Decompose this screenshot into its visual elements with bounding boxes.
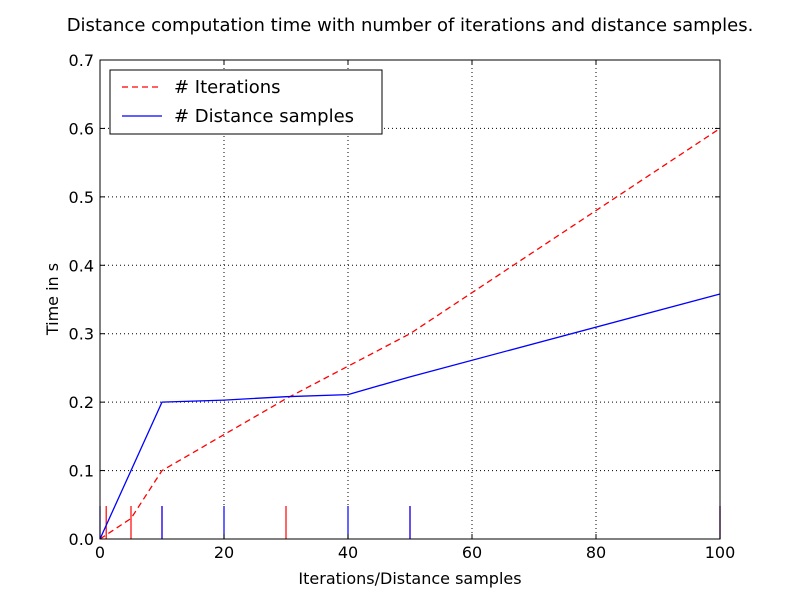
series-lines [99, 127, 721, 540]
series-line-iterations [99, 127, 721, 540]
axis-ticks: 0 20 40 60 80 100 0.0 0.1 0.2 0.3 0.4 0.5 0.6 0.7 [69, 51, 736, 562]
y-tick-label: 0.3 [69, 325, 94, 344]
y-tick-label: 0.4 [69, 256, 94, 275]
y-tick-label: 0.5 [69, 188, 94, 207]
legend-label: # Iterations [174, 77, 281, 98]
y-tick-label: 0.2 [69, 393, 94, 412]
x-axis-label: Iterations/Distance samples [298, 569, 521, 588]
chart-title: Distance computation time with number of… [67, 15, 754, 36]
legend: # Iterations # Distance samples [109, 69, 383, 135]
y-tick-label: 0.6 [69, 119, 94, 138]
plot-frame [99, 59, 721, 540]
y-tick-label: 0.1 [69, 462, 94, 481]
series-line-distance-samples [99, 293, 721, 540]
y-tick-label: 0.7 [69, 51, 94, 70]
rug-marks [99, 506, 721, 539]
y-tick-label: 0.0 [69, 530, 94, 549]
x-tick-label: 40 [338, 543, 358, 562]
legend-box [109, 69, 383, 135]
x-tick-label: 20 [214, 543, 234, 562]
y-axis-label: Time in s [43, 263, 62, 336]
x-tick-label: 60 [462, 543, 482, 562]
x-tick-label: 0 [95, 543, 105, 562]
legend-label: # Distance samples [174, 106, 354, 127]
x-tick-label: 80 [586, 543, 606, 562]
x-tick-label: 100 [705, 543, 736, 562]
